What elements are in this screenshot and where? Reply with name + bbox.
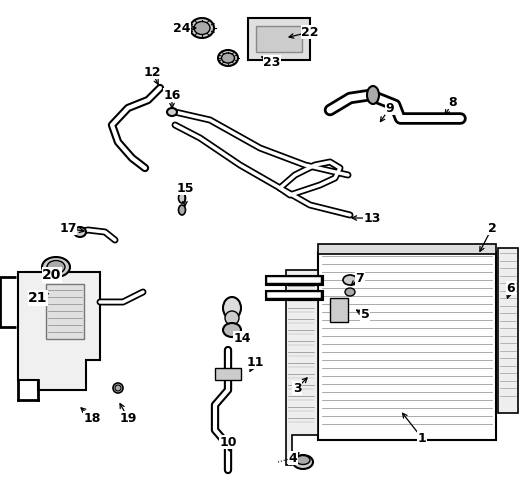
Text: 9: 9	[386, 102, 394, 114]
Ellipse shape	[190, 18, 214, 38]
Text: 6: 6	[507, 281, 516, 295]
Text: 10: 10	[219, 436, 237, 448]
Ellipse shape	[343, 275, 357, 285]
Text: 24: 24	[173, 22, 191, 34]
Ellipse shape	[225, 311, 239, 325]
Bar	[248, 18, 310, 60]
Ellipse shape	[42, 257, 70, 277]
Ellipse shape	[367, 86, 379, 104]
Text: 17: 17	[59, 221, 77, 235]
Ellipse shape	[113, 383, 123, 393]
Bar	[498, 248, 518, 413]
Text: 20: 20	[43, 268, 62, 282]
Ellipse shape	[223, 323, 241, 337]
Text: 3: 3	[293, 382, 301, 394]
Text: 13: 13	[363, 212, 381, 224]
Text: 15: 15	[176, 182, 194, 194]
Text: 14: 14	[233, 331, 251, 345]
Text: 5: 5	[361, 308, 370, 322]
Text: 11: 11	[246, 355, 264, 369]
Ellipse shape	[222, 53, 235, 63]
Ellipse shape	[47, 261, 65, 273]
Text: 19: 19	[119, 411, 136, 425]
Text: 18: 18	[83, 411, 101, 425]
Text: 21: 21	[28, 291, 48, 305]
Ellipse shape	[194, 22, 210, 34]
Bar	[256, 26, 302, 52]
Text: 1: 1	[417, 432, 426, 444]
Ellipse shape	[178, 205, 185, 215]
Bar	[318, 244, 496, 254]
Bar	[215, 368, 241, 380]
Ellipse shape	[178, 193, 185, 203]
Polygon shape	[18, 272, 100, 390]
Text: 22: 22	[301, 26, 319, 38]
Ellipse shape	[296, 456, 310, 464]
Bar	[46, 284, 84, 339]
Text: 7: 7	[355, 272, 364, 284]
Ellipse shape	[115, 385, 121, 391]
Bar	[318, 252, 496, 440]
Polygon shape	[286, 270, 318, 465]
Polygon shape	[330, 298, 348, 322]
Ellipse shape	[218, 50, 238, 66]
Ellipse shape	[167, 108, 177, 116]
Text: 16: 16	[163, 88, 181, 102]
Text: 8: 8	[449, 96, 457, 109]
Ellipse shape	[223, 297, 241, 319]
Ellipse shape	[74, 227, 86, 237]
Text: 12: 12	[143, 65, 161, 79]
Text: 2: 2	[488, 221, 496, 235]
Text: 4: 4	[289, 452, 297, 464]
Ellipse shape	[345, 288, 355, 296]
Ellipse shape	[293, 455, 313, 469]
Text: 23: 23	[264, 55, 281, 69]
